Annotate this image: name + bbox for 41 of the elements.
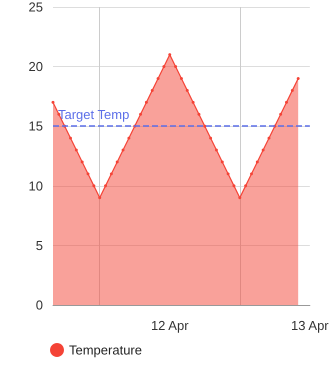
y-tick-label: 5 [36,238,43,253]
point [262,148,265,152]
point [250,172,253,176]
point [116,160,119,164]
x-tick-label: 12 Apr [150,318,190,333]
point [104,184,108,188]
point [238,196,242,200]
point [74,148,78,152]
point [139,112,142,116]
point [80,160,84,164]
point [150,88,154,92]
point [197,112,200,116]
y-tick-label: 10 [28,178,43,194]
point [174,65,178,68]
point [52,100,54,104]
point [98,196,102,200]
point [192,100,195,104]
y-tick-label: 0 [36,298,43,312]
x-tick-label: 13 Apr [291,318,330,333]
point [244,184,248,188]
y-tick-label: 25 [28,0,43,14]
point [127,136,130,140]
point [209,136,212,140]
point [296,77,300,80]
point [110,172,113,176]
point [267,136,270,140]
y-tick-label: 20 [28,59,43,74]
y-tick-label: 15 [28,118,43,134]
point [226,172,230,176]
point [256,160,259,164]
legend-label: Temperature [69,342,142,358]
point [290,88,294,92]
point [69,136,72,140]
point [162,65,166,68]
point [92,184,96,188]
point [232,184,236,188]
point [285,100,288,104]
point [86,172,90,176]
point [144,100,148,104]
point [220,160,224,164]
point [186,88,189,92]
